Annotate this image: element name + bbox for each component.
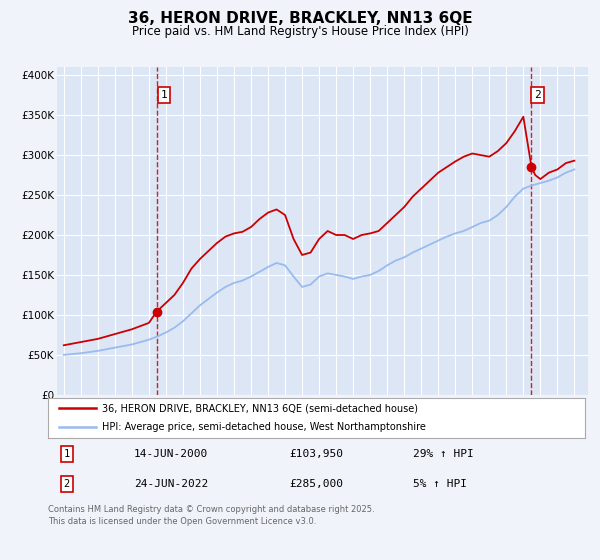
Text: £285,000: £285,000 — [290, 479, 344, 489]
Text: 5% ↑ HPI: 5% ↑ HPI — [413, 479, 467, 489]
Text: 1: 1 — [161, 90, 167, 100]
Text: 14-JUN-2000: 14-JUN-2000 — [134, 449, 208, 459]
Text: 2: 2 — [534, 90, 541, 100]
Text: 36, HERON DRIVE, BRACKLEY, NN13 6QE (semi-detached house): 36, HERON DRIVE, BRACKLEY, NN13 6QE (sem… — [101, 404, 418, 413]
Text: £103,950: £103,950 — [290, 449, 344, 459]
Text: 24-JUN-2022: 24-JUN-2022 — [134, 479, 208, 489]
Text: 1: 1 — [64, 449, 70, 459]
Text: 29% ↑ HPI: 29% ↑ HPI — [413, 449, 474, 459]
Text: 36, HERON DRIVE, BRACKLEY, NN13 6QE: 36, HERON DRIVE, BRACKLEY, NN13 6QE — [128, 11, 472, 26]
Text: 2: 2 — [64, 479, 70, 489]
Text: HPI: Average price, semi-detached house, West Northamptonshire: HPI: Average price, semi-detached house,… — [101, 422, 425, 432]
Text: Contains HM Land Registry data © Crown copyright and database right 2025.
This d: Contains HM Land Registry data © Crown c… — [48, 505, 374, 526]
Text: Price paid vs. HM Land Registry's House Price Index (HPI): Price paid vs. HM Land Registry's House … — [131, 25, 469, 38]
